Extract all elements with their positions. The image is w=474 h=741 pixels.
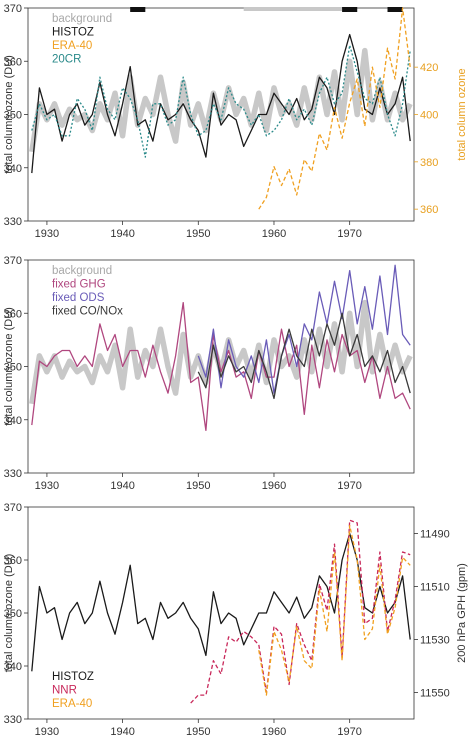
x-tick-label: 1960 [262,228,286,240]
x-tick-label: 1940 [110,480,134,492]
x-tick-label: 1930 [35,726,59,738]
y2-tick-label: 400 [420,110,438,122]
y-tick-label: 370 [4,502,22,514]
y-tick-label: 330 [4,714,22,726]
x-tick-label: 1950 [186,480,210,492]
y-tick-label: 350 [4,608,22,620]
chart-panel-2: 330 340 350 360 370 1930 1940 1950 1960 1970 total… [3,255,415,492]
legend-entry: background [52,13,112,25]
x-tick-label: 1960 [262,726,286,738]
y2-tick-label: 11510 [420,582,450,594]
y2-tick-label: 360 [420,204,438,216]
legend-entry: NNR [52,685,77,697]
legend-entry: fixed ODS [52,292,105,304]
legend-entry: ERA-40 [52,40,92,52]
period-bar [243,7,343,11]
chart-panel-3: 330 340 350 360 370 1930 1940 1950 1960 1970 total… [3,502,468,738]
x-tick-label: 1950 [186,228,210,240]
y2-tick-label: 420 [420,62,438,74]
y-tick-label: 340 [4,163,22,175]
y2-tick-label: 380 [420,157,438,169]
y2-tick-label: 11530 [420,635,450,647]
series-line-nnr [190,519,411,704]
legend-entry: ERA-40 [52,698,92,710]
series-line-fixed-co-nox [197,312,411,400]
x-tick-label: 1940 [110,726,134,738]
legend-entry: HISTOZ [52,27,94,39]
x-tick-label: 1960 [262,480,286,492]
y-tick-label: 350 [4,362,22,374]
legend-entry: HISTOZ [52,671,94,683]
x-tick-label: 1950 [186,726,210,738]
y-tick-label: 360 [4,555,22,567]
series-line-fixed-ghg [31,301,411,432]
legend-entry: 20CR [52,54,81,66]
y-tick-label: 330 [4,468,22,480]
y-tick-label: 370 [4,3,22,15]
y-tick-label: 340 [4,661,22,673]
y-tick-label: 360 [4,308,22,320]
period-bar [130,7,146,12]
y-axis-label: total column ozone (DU) [3,307,15,426]
y-tick-label: 360 [4,56,22,68]
series-line-background [29,47,413,153]
period-bar [342,7,358,12]
y2-axis-label: 200 hPa GPH (gpm) [456,563,468,663]
series-line-era-40 [258,524,411,696]
series-line-histoz [31,33,411,174]
series-line-histoz [31,532,411,672]
x-tick-label: 1940 [110,228,134,240]
period-bar [387,7,403,12]
y-tick-label: 330 [4,216,22,228]
y-tick-label: 370 [4,255,22,267]
legend-entry: fixed GHG [52,279,106,291]
y2-axis-label: total column ozone [456,68,468,160]
x-tick-label: 1970 [337,228,361,240]
y2-tick-label: 11550 [420,688,450,700]
x-tick-label: 1970 [337,480,361,492]
x-tick-label: 1930 [35,480,59,492]
series-line-fixed-ods [197,264,411,394]
y-axis-label: total column ozone (DU) [3,55,15,174]
plot-frame [27,506,415,720]
y-axis-label: total column ozone (DU) [3,554,15,673]
y-tick-label: 340 [4,415,22,427]
series-line-20cr [31,44,411,158]
series-line-era-40 [258,7,411,210]
legend-entry: fixed CO/NOx [52,306,123,318]
x-tick-label: 1970 [337,726,361,738]
legend-entry: background [52,265,112,277]
y2-tick-label: 11490 [420,529,450,541]
y-tick-label: 350 [4,110,22,122]
x-tick-label: 1930 [35,228,59,240]
chart-panel-1: 330 340 350 360 370 1930 1940 1950 1960 1970 total… [3,3,468,240]
